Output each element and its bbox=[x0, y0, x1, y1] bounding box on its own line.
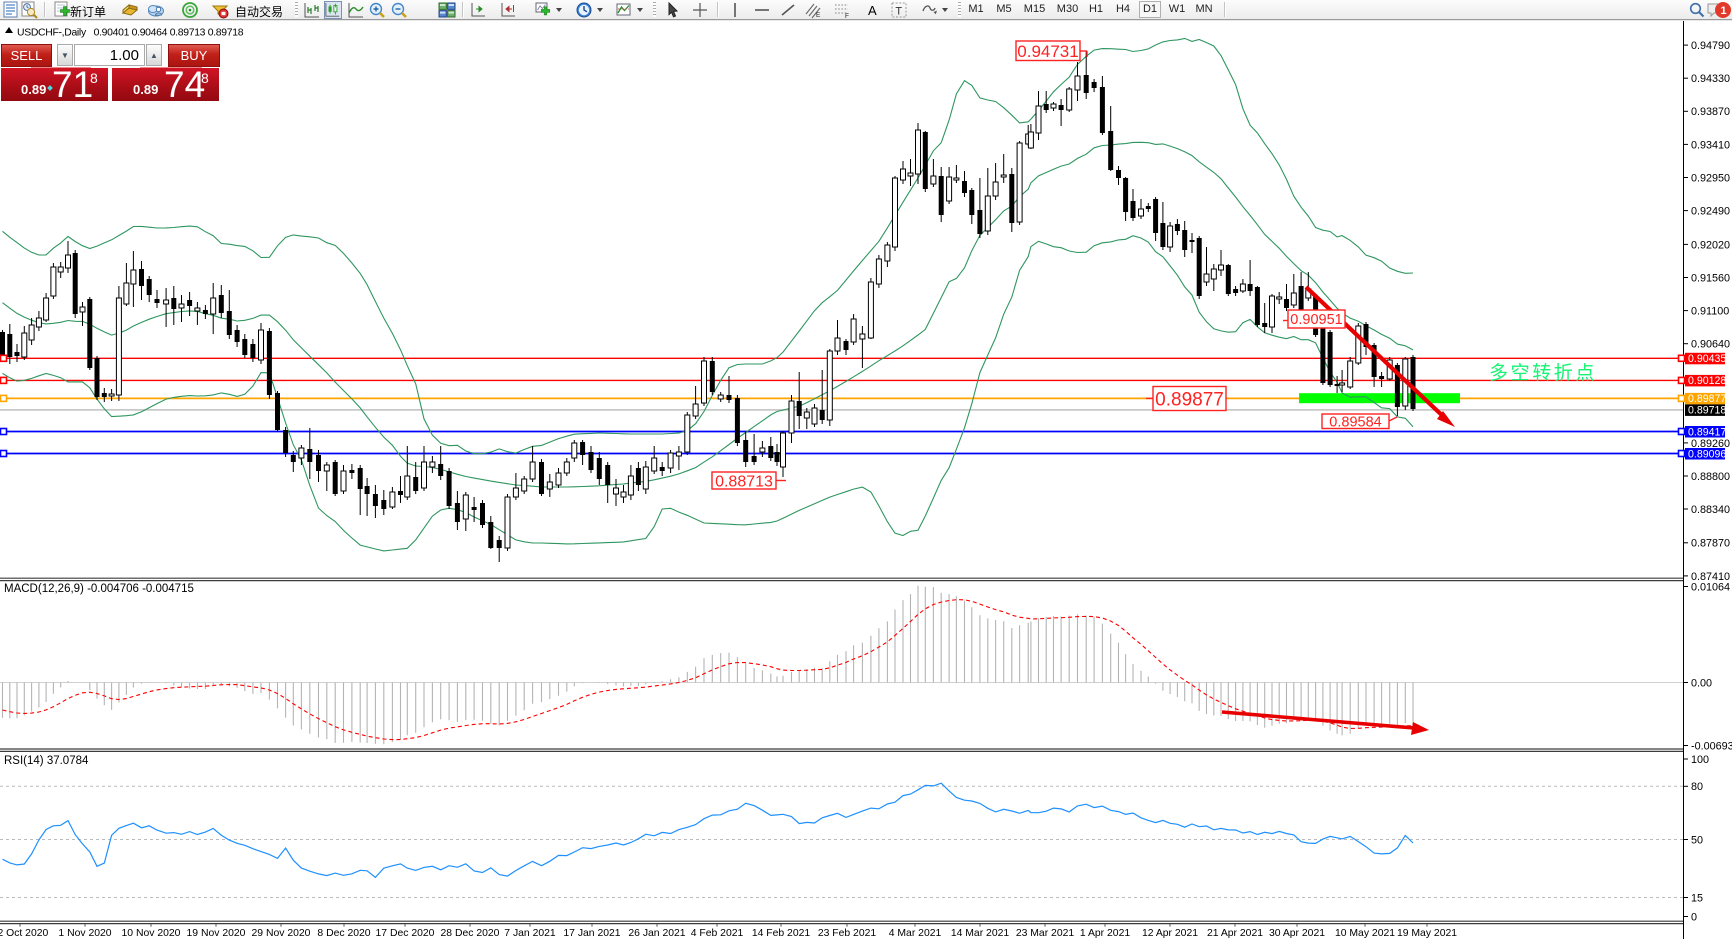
svg-text:0.91560: 0.91560 bbox=[1691, 272, 1730, 284]
svg-text:15: 15 bbox=[1691, 892, 1703, 904]
svg-text:0.92490: 0.92490 bbox=[1691, 206, 1730, 218]
svg-text:14 Mar 2021: 14 Mar 2021 bbox=[951, 928, 1010, 939]
svg-text:4 Mar 2021: 4 Mar 2021 bbox=[889, 928, 942, 939]
svg-text:8 Dec 2020: 8 Dec 2020 bbox=[317, 928, 370, 939]
svg-text:4 Feb 2021: 4 Feb 2021 bbox=[691, 928, 744, 939]
svg-text:0.92020: 0.92020 bbox=[1691, 239, 1730, 251]
svg-text:0.89096: 0.89096 bbox=[1688, 448, 1726, 460]
svg-text:0.90435: 0.90435 bbox=[1688, 353, 1726, 365]
svg-text:19 Nov 2020: 19 Nov 2020 bbox=[187, 928, 246, 939]
svg-text:-0.006934: -0.006934 bbox=[1691, 740, 1732, 752]
svg-text:0.88713: 0.88713 bbox=[715, 473, 773, 490]
svg-text:80: 80 bbox=[1691, 781, 1703, 793]
svg-text:28 Dec 2020: 28 Dec 2020 bbox=[441, 928, 500, 939]
svg-text:26 Jan 2021: 26 Jan 2021 bbox=[628, 928, 685, 939]
svg-text:7 Jan 2021: 7 Jan 2021 bbox=[504, 928, 556, 939]
svg-text:0.89260: 0.89260 bbox=[1691, 438, 1730, 450]
svg-text:22 Oct 2020: 22 Oct 2020 bbox=[0, 928, 49, 939]
svg-text:0.90128: 0.90128 bbox=[1688, 375, 1726, 387]
svg-text:0.89417: 0.89417 bbox=[1688, 426, 1726, 438]
svg-text:0.87410: 0.87410 bbox=[1691, 571, 1730, 583]
svg-text:0.90640: 0.90640 bbox=[1691, 339, 1730, 351]
svg-text:50: 50 bbox=[1691, 834, 1703, 846]
svg-text:19 May 2021: 19 May 2021 bbox=[1397, 928, 1457, 939]
svg-text:T: T bbox=[895, 5, 902, 17]
svg-text:USDCHF-,Daily 0.90401 0.9046: USDCHF-,Daily 0.90401 0.90464 0.89713 0.… bbox=[17, 28, 244, 39]
svg-text:17 Dec 2020: 17 Dec 2020 bbox=[376, 928, 435, 939]
svg-text:30 Apr 2021: 30 Apr 2021 bbox=[1269, 928, 1325, 939]
svg-text:0.88800: 0.88800 bbox=[1691, 471, 1730, 483]
svg-text:0.90951: 0.90951 bbox=[1290, 312, 1342, 328]
svg-text:多空转折点: 多空转折点 bbox=[1489, 362, 1597, 384]
svg-text:RSI(14) 37.0784: RSI(14) 37.0784 bbox=[4, 755, 89, 767]
svg-text:MACD(12,26,9) -0.004706 -0.004: MACD(12,26,9) -0.004706 -0.004715 bbox=[4, 583, 194, 595]
svg-text:0.87870: 0.87870 bbox=[1691, 538, 1730, 550]
svg-text:14 Feb 2021: 14 Feb 2021 bbox=[752, 928, 811, 939]
svg-text:0.89877: 0.89877 bbox=[1155, 389, 1224, 410]
svg-text:0.00: 0.00 bbox=[1691, 677, 1712, 689]
svg-text:0: 0 bbox=[1691, 911, 1697, 923]
svg-text:0.93410: 0.93410 bbox=[1691, 139, 1730, 151]
svg-text:10 Nov 2020: 10 Nov 2020 bbox=[122, 928, 181, 939]
svg-text:0.92950: 0.92950 bbox=[1691, 172, 1730, 184]
svg-text:0.89584: 0.89584 bbox=[1329, 414, 1381, 430]
svg-text:0.89718: 0.89718 bbox=[1688, 405, 1726, 417]
svg-text:1: 1 bbox=[1721, 5, 1727, 17]
svg-text:10 May 2021: 10 May 2021 bbox=[1335, 928, 1395, 939]
svg-text:0.88340: 0.88340 bbox=[1691, 504, 1730, 516]
svg-text:100: 100 bbox=[1691, 754, 1709, 766]
svg-text:1 Nov 2020: 1 Nov 2020 bbox=[58, 928, 111, 939]
svg-text:12 Apr 2021: 12 Apr 2021 bbox=[1142, 928, 1198, 939]
svg-text:0.01064: 0.01064 bbox=[1691, 581, 1730, 593]
svg-text:29 Nov 2020: 29 Nov 2020 bbox=[252, 928, 311, 939]
svg-text:0.94790: 0.94790 bbox=[1691, 40, 1730, 52]
svg-text:0.94731: 0.94731 bbox=[1017, 42, 1078, 61]
svg-text:F: F bbox=[845, 13, 849, 19]
svg-text:E: E bbox=[816, 12, 821, 19]
svg-text:23 Mar 2021: 23 Mar 2021 bbox=[1016, 928, 1075, 939]
svg-text:0.94330: 0.94330 bbox=[1691, 73, 1730, 85]
svg-text:23 Feb 2021: 23 Feb 2021 bbox=[818, 928, 877, 939]
svg-text:21 Apr 2021: 21 Apr 2021 bbox=[1207, 928, 1263, 939]
svg-text:0.93870: 0.93870 bbox=[1691, 106, 1730, 118]
svg-text:0.89877: 0.89877 bbox=[1688, 393, 1726, 405]
svg-text:1 Apr 2021: 1 Apr 2021 bbox=[1080, 928, 1130, 939]
svg-text:0.91100: 0.91100 bbox=[1691, 306, 1729, 318]
svg-text:17 Jan 2021: 17 Jan 2021 bbox=[563, 928, 620, 939]
